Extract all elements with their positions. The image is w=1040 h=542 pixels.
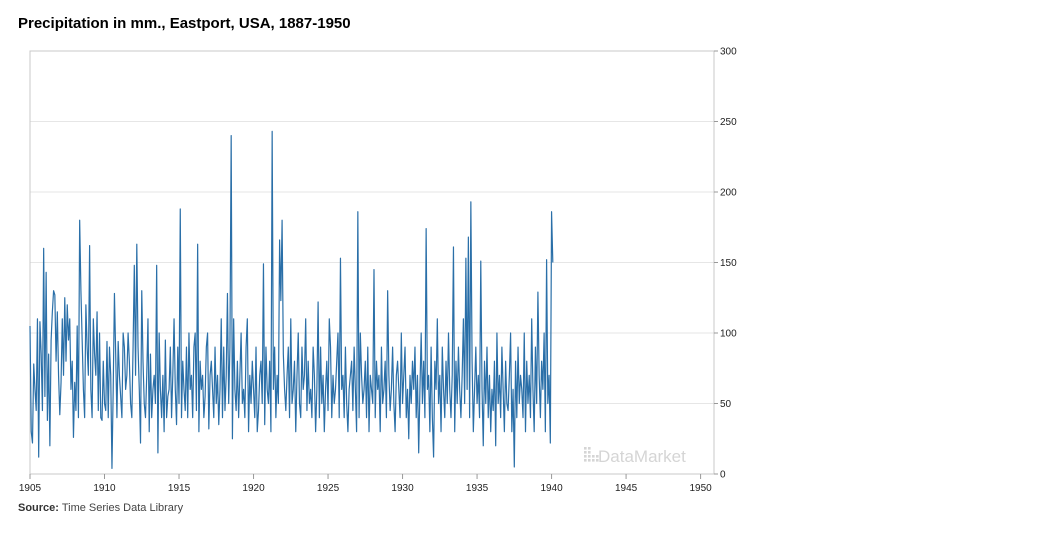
source-text: Time Series Data Library [61, 502, 184, 514]
y-tick-label: 100 [720, 329, 737, 340]
chart-title: Precipitation in mm., Eastport, USA, 188… [18, 15, 351, 32]
y-axis-labels: 0 50 100 150 200 250 300 [714, 47, 737, 481]
y-tick-label: 0 [720, 470, 726, 481]
watermark-dot [588, 451, 591, 454]
x-tick-label: 1950 [689, 483, 712, 494]
source-label: Source: [18, 502, 59, 514]
x-tick-label: 1930 [391, 483, 414, 494]
series-layer [29, 130, 554, 469]
y-tick-label: 250 [720, 117, 737, 128]
y-tick-label: 150 [720, 258, 737, 269]
grid-lines [30, 50, 714, 404]
x-tick-label: 1905 [19, 483, 42, 494]
watermark-dot [584, 455, 587, 458]
chart-area: DataMarket 0 50 100 150 200 250 300 1905 1910 19… [19, 47, 737, 495]
watermark-dot [584, 459, 587, 462]
watermark-dot [588, 447, 591, 450]
watermark-dot [588, 459, 591, 462]
watermark-dot [584, 447, 587, 450]
watermark-logo-icon [584, 447, 599, 462]
watermark-dot [592, 455, 595, 458]
watermark-dot [584, 451, 587, 454]
watermark-dot [588, 455, 591, 458]
watermark-dot [596, 459, 599, 462]
watermark-dot [592, 459, 595, 462]
x-tick-label: 1940 [540, 483, 563, 494]
series-line-0 [29, 130, 554, 469]
source-note: Source: Time Series Data Library [18, 502, 183, 514]
x-tick-label: 1945 [615, 483, 638, 494]
x-axis-labels: 1905 1910 1915 1920 1925 1930 1935 1940 1945 1950 [19, 474, 712, 494]
y-tick-label: 200 [720, 188, 737, 199]
y-tick-label: 50 [720, 399, 732, 410]
x-tick-label: 1925 [317, 483, 340, 494]
watermark-text: DataMarket [598, 447, 686, 466]
watermark-dot [596, 455, 599, 458]
x-tick-label: 1920 [242, 483, 265, 494]
x-tick-label: 1915 [168, 483, 191, 494]
x-tick-label: 1935 [466, 483, 489, 494]
x-tick-label: 1910 [93, 483, 116, 494]
y-tick-label: 300 [720, 47, 737, 58]
